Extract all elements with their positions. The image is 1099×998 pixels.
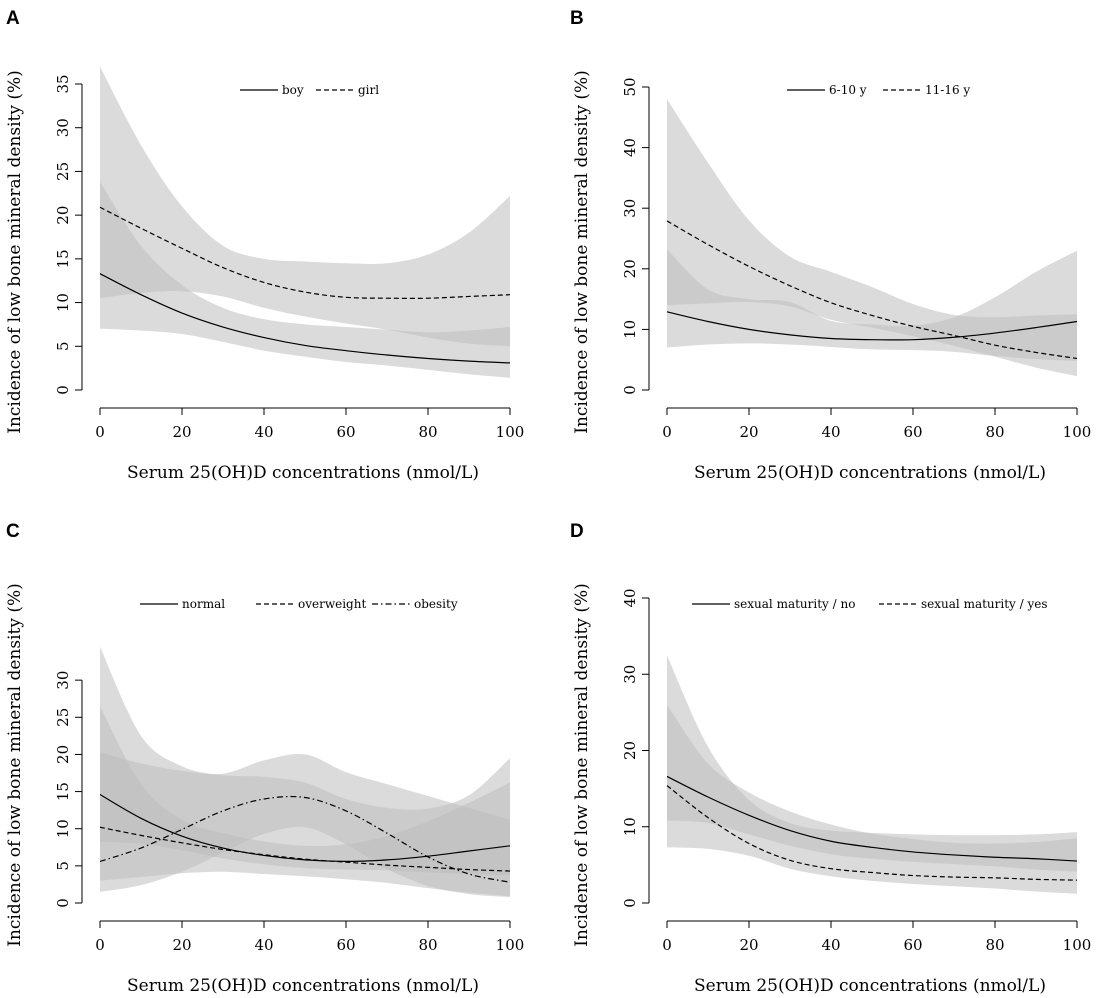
y-tick-label: 40 xyxy=(621,138,639,157)
ci-band-boy xyxy=(100,181,510,378)
legend-label: girl xyxy=(358,83,379,97)
y-tick-label: 10 xyxy=(54,293,72,312)
legend-label: obesity xyxy=(414,597,458,611)
y-tick-label: 10 xyxy=(54,819,72,838)
series-line-boy xyxy=(99,273,511,364)
x-tick-label: 100 xyxy=(1063,936,1092,954)
legend-label: 11-16 y xyxy=(925,83,970,97)
x-tick-label: 80 xyxy=(985,423,1004,441)
y-tick-label: 50 xyxy=(621,77,639,96)
y-tick-label: 30 xyxy=(621,665,639,684)
x-tick-label: 60 xyxy=(903,936,922,954)
series-line-sexual-maturity-no xyxy=(666,775,1078,862)
x-axis-title: Serum 25(OH)D concentrations (nmol/L) xyxy=(694,976,1046,996)
x-tick-label: 80 xyxy=(418,936,437,954)
legend-label: boy xyxy=(282,83,304,97)
y-tick-label: 15 xyxy=(54,249,72,268)
x-axis-title: Serum 25(OH)D concentrations (nmol/L) xyxy=(127,976,479,996)
x-tick-label: 100 xyxy=(1063,423,1092,441)
x-tick-label: 80 xyxy=(985,936,1004,954)
y-axis-title: Incidence of low bone mineral density (%… xyxy=(572,583,592,947)
x-tick-label: 0 xyxy=(662,936,672,954)
y-tick-label: 20 xyxy=(54,745,72,764)
y-tick-label: 20 xyxy=(621,259,639,278)
x-tick-label: 0 xyxy=(95,423,105,441)
y-tick-label: 10 xyxy=(621,817,639,836)
x-tick-label: 40 xyxy=(254,423,273,441)
y-tick-label: 0 xyxy=(54,385,72,395)
panel-a: A 0 5 10 15 20 25 30 35 0 20 40 60 80 100 Serum 25(OH)D… xyxy=(5,8,524,483)
series-line-normal xyxy=(99,794,511,863)
legend-label: 6-10 y xyxy=(829,83,867,97)
x-tick-label: 60 xyxy=(336,423,355,441)
y-tick-label: 30 xyxy=(54,118,72,137)
legend-label: sexual maturity / no xyxy=(734,597,855,611)
x-axis-title: Serum 25(OH)D concentrations (nmol/L) xyxy=(694,463,1046,483)
panel-letter: C xyxy=(6,521,20,542)
y-tick-label: 5 xyxy=(54,342,72,352)
x-tick-label: 100 xyxy=(496,936,525,954)
y-tick-label: 25 xyxy=(54,162,72,181)
y-tick-label: 30 xyxy=(621,199,639,218)
y-tick-label: 20 xyxy=(621,741,639,760)
panel-letter: B xyxy=(570,8,584,29)
panel-letter: A xyxy=(6,8,20,29)
y-tick-label: 30 xyxy=(54,671,72,690)
x-tick-label: 60 xyxy=(336,936,355,954)
panel-d: D 0 10 20 30 40 0 20 40 60 80 100 Serum 25(OH)D conc… xyxy=(570,521,1091,996)
x-tick-label: 0 xyxy=(662,423,672,441)
series-line-obesity xyxy=(99,795,511,883)
x-tick-label: 80 xyxy=(418,423,437,441)
x-tick-label: 40 xyxy=(254,936,273,954)
y-tick-label: 40 xyxy=(621,588,639,607)
legend-label: overweight xyxy=(298,597,366,611)
y-tick-label: 0 xyxy=(621,898,639,908)
y-tick-label: 5 xyxy=(54,861,72,871)
legend-label: sexual maturity / yes xyxy=(921,597,1048,611)
x-tick-label: 60 xyxy=(903,423,922,441)
x-tick-label: 40 xyxy=(821,936,840,954)
y-tick-label: 20 xyxy=(54,206,72,225)
y-tick-label: 0 xyxy=(54,898,72,908)
x-tick-label: 20 xyxy=(739,936,758,954)
ci-band-sexual-maturity-yes xyxy=(667,655,1077,894)
y-axis-title: Incidence of low bone mineral density (%… xyxy=(572,70,592,434)
x-tick-label: 0 xyxy=(95,936,105,954)
panel-c: C 0 5 10 15 20 25 30 0 20 40 60 80 100 Serum 25(OH)D c… xyxy=(5,521,524,996)
y-axis-title: Incidence of low bone mineral density (%… xyxy=(5,70,25,434)
ci-band-girl xyxy=(100,66,510,347)
x-tick-label: 20 xyxy=(172,423,191,441)
y-tick-label: 25 xyxy=(54,708,72,727)
y-tick-label: 10 xyxy=(621,320,639,339)
series-line-11-16-y xyxy=(666,220,1078,360)
x-tick-label: 20 xyxy=(172,936,191,954)
y-tick-label: 15 xyxy=(54,782,72,801)
x-tick-label: 100 xyxy=(496,423,525,441)
y-tick-label: 35 xyxy=(54,74,72,93)
series-line-sexual-maturity-yes xyxy=(666,785,1078,881)
legend-label: normal xyxy=(182,597,225,611)
ci-band-obesity xyxy=(100,752,510,898)
y-axis-title: Incidence of low bone mineral density (%… xyxy=(5,583,25,947)
x-tick-label: 40 xyxy=(821,423,840,441)
ci-band-11-16-y xyxy=(667,99,1077,377)
panel-letter: D xyxy=(570,521,584,542)
x-tick-label: 20 xyxy=(739,423,758,441)
y-tick-label: 0 xyxy=(621,385,639,395)
series-line-6-10-y xyxy=(666,311,1078,341)
x-axis-title: Serum 25(OH)D concentrations (nmol/L) xyxy=(127,463,479,483)
panel-b: B 0 10 20 30 40 50 0 20 40 60 80 100 Serum 25(OH)D co… xyxy=(570,8,1091,483)
